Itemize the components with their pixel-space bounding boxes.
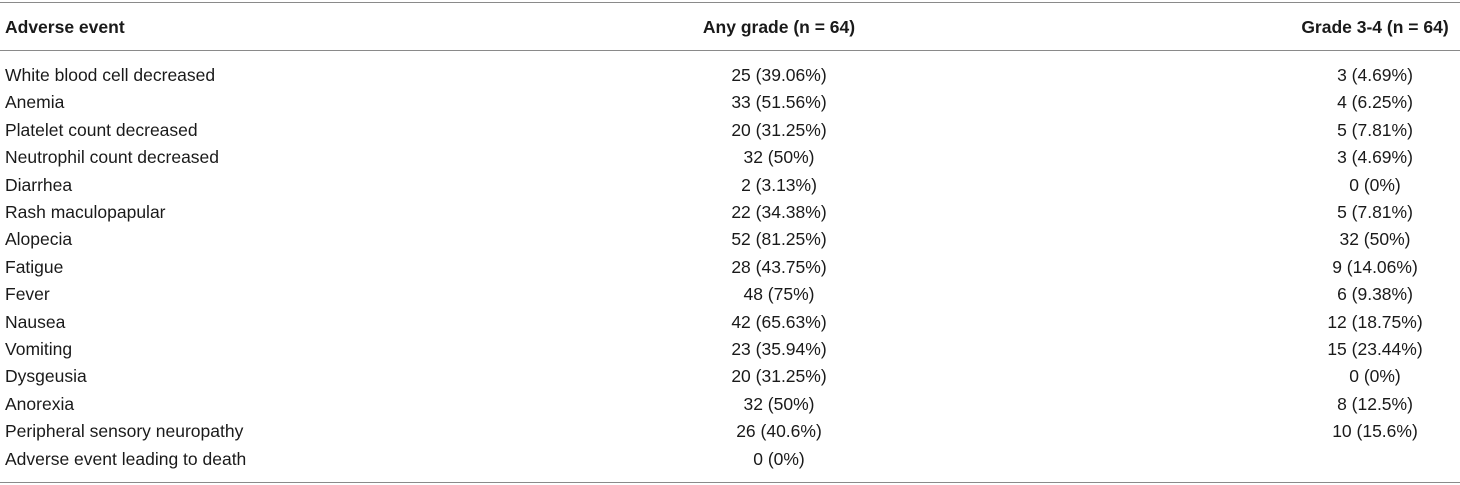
table-cell: 26 (40.6%)	[736, 421, 822, 442]
table-cell: 32 (50%)	[743, 147, 815, 168]
row-label: Fatigue	[5, 256, 64, 277]
column-header: Any grade (n = 64)	[702, 17, 856, 37]
row-label: Diarrhea	[5, 174, 73, 195]
table-cell: 52 (81.25%)	[731, 229, 827, 250]
table-cell: 5 (7.81%)	[1337, 202, 1413, 222]
table-cell: 23 (35.94%)	[731, 339, 827, 359]
row-label: Fever	[5, 284, 50, 305]
top-rule	[0, 2, 1460, 3]
table-cell: 10 (15.6%)	[1332, 421, 1418, 442]
table-cell: 15 (23.44%)	[1327, 339, 1423, 359]
table-cell: 3 (4.69%)	[1337, 147, 1413, 168]
row-label: Peripheral sensory neuropathy	[5, 421, 244, 442]
table-cell: 0 (0%)	[753, 448, 805, 469]
table-cell: 0 (0%)	[1349, 366, 1401, 387]
row-label: Anemia	[5, 92, 65, 113]
table-cell: 9 (14.06%)	[1332, 256, 1418, 277]
column-header: Adverse event	[5, 17, 125, 37]
table-cell: 0 (0%)	[1349, 174, 1401, 195]
table-cell: 6 (9.38%)	[1337, 284, 1413, 305]
table-cell: 48 (75%)	[743, 284, 815, 305]
row-label: Vomiting	[5, 339, 73, 359]
row-label: Anorexia	[5, 393, 75, 414]
column-header: Grade 3-4 (n = 64)	[1301, 17, 1449, 37]
table-cell: 33 (51.56%)	[731, 92, 827, 113]
table-cell: 28 (43.75%)	[731, 256, 827, 277]
table-cell: 5 (7.81%)	[1337, 119, 1413, 140]
table-cell: 8 (12.5%)	[1337, 393, 1413, 414]
row-label: Alopecia	[5, 229, 73, 250]
table-cell: 3 (4.69%)	[1337, 65, 1413, 85]
row-label: Platelet count decreased	[5, 119, 198, 140]
row-label: Nausea	[5, 311, 66, 332]
header-rule	[0, 50, 1460, 51]
table-cell: 2 (3.13%)	[741, 174, 817, 195]
table-cell: 20 (31.25%)	[731, 366, 827, 387]
table-cell: 20 (31.25%)	[731, 119, 827, 140]
table-cell: 22 (34.38%)	[731, 202, 827, 222]
bottom-rule	[0, 482, 1460, 483]
row-label: Rash maculopapular	[5, 202, 166, 222]
table-cell: 42 (65.63%)	[731, 311, 827, 332]
row-label: Dysgeusia	[5, 366, 87, 387]
table-cell: 25 (39.06%)	[731, 65, 827, 85]
table-cell: 4 (6.25%)	[1337, 92, 1413, 113]
table-cell: 32 (50%)	[743, 393, 815, 414]
table-cell: 32 (50%)	[1339, 229, 1411, 250]
table-cell: 12 (18.75%)	[1327, 311, 1423, 332]
row-label: Adverse event leading to death	[5, 448, 247, 469]
row-label: White blood cell decreased	[5, 65, 216, 85]
row-label: Neutrophil count decreased	[5, 147, 220, 168]
